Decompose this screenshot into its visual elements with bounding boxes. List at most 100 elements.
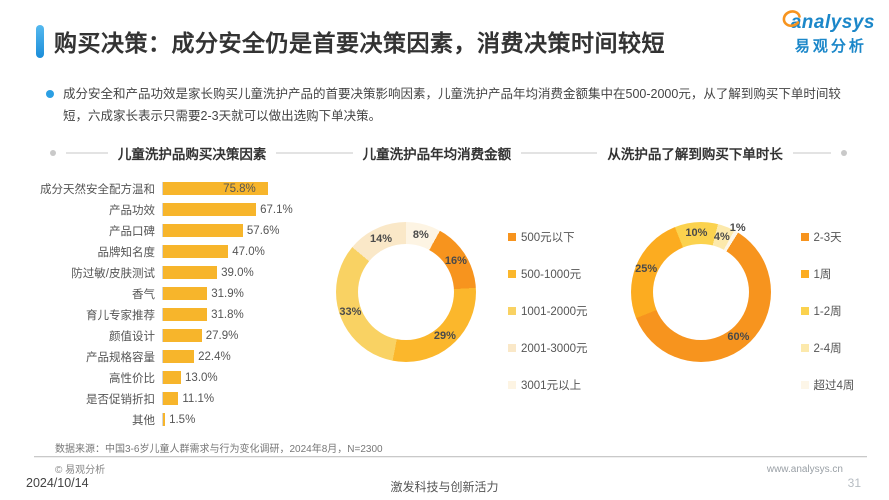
legend-item: 2-3天	[800, 228, 855, 246]
legend-label: 3001元以上	[521, 380, 582, 392]
divider-dot-icon	[841, 150, 847, 156]
bar-chart: 成分天然安全配方温和 75.8% 产品功效 67.1% 产品口碑 57.6% 品牌知名度 47…	[34, 178, 330, 430]
bar-value-label: 67.1%	[260, 203, 293, 216]
donut-slice-label: 33%	[339, 305, 362, 318]
legend-item: 3001元以上	[508, 376, 588, 394]
bar-category-label: 是否促销折扣	[86, 393, 155, 406]
bar-category-label: 其他	[132, 414, 155, 427]
bar	[163, 287, 208, 300]
donut-chart-spend-panel: 16% 29% 33% 14% 8% 500元以下 500-1000元 1001-2000元…	[330, 168, 605, 438]
legend-label: 1周	[813, 269, 832, 281]
bar-category-label: 成分天然安全配方温和	[40, 183, 155, 196]
bar-value-label: 47.0%	[232, 245, 265, 258]
legend-label: 2-3天	[813, 232, 842, 244]
footer-page-number: 31	[847, 476, 861, 490]
section-title-annual-spend: 儿童洗护品年均消费金额	[362, 147, 512, 162]
bar-value-label: 11.1%	[182, 392, 215, 405]
bar-track: 13.0%	[162, 371, 274, 384]
divider-line	[792, 152, 831, 154]
bar-value-label: 39.0%	[221, 266, 254, 279]
bar-track: 75.8%	[162, 182, 274, 195]
bar-category-label: 高性价比	[109, 372, 155, 385]
donut-chart-annual-spend: 16% 29% 33% 14% 8%	[336, 222, 476, 362]
donut-slice-label: 1%	[729, 222, 746, 235]
donut-slice-label: 29%	[433, 330, 456, 343]
bar-track: 57.6%	[162, 224, 280, 237]
donut-slice-label: 4%	[713, 230, 730, 243]
legend-item: 500元以下	[508, 228, 588, 246]
bar-category-label: 产品规格容量	[86, 351, 155, 364]
logo-brand-chinese: 易观分析	[794, 38, 867, 55]
bar-track: 67.1%	[162, 203, 293, 216]
bar-value-label: 57.6%	[246, 224, 280, 237]
legend-swatch-icon	[508, 233, 516, 241]
bar-row: 品牌知名度 47.0%	[34, 241, 330, 262]
bar	[163, 329, 202, 342]
bar	[163, 413, 166, 426]
bar-row: 是否促销折扣 11.1%	[34, 388, 330, 409]
bar-track: 27.9%	[162, 329, 274, 342]
legend-label: 1001-2000元	[521, 306, 588, 318]
bar	[163, 245, 229, 258]
bar-track: 31.8%	[162, 308, 274, 321]
donut-hole	[652, 244, 749, 340]
footer-slogan: 激发科技与创新活力	[390, 480, 499, 494]
legend-swatch-icon	[800, 307, 809, 315]
divider-line	[276, 152, 353, 154]
legend-item: 1-2周	[800, 302, 855, 320]
legend-purchase-time: 2-3天 1周 1-2周 2-4周超过4周	[800, 228, 855, 413]
bar-value-label: 27.9%	[205, 329, 239, 342]
bar	[163, 371, 182, 384]
donut-slice-label: 60%	[727, 331, 750, 344]
donut-slice-label: 10%	[685, 227, 708, 240]
bar-track: 22.4%	[162, 350, 274, 363]
logo-wordmark: analysys	[782, 10, 875, 34]
bar-track: 1.5%	[162, 413, 274, 426]
bar-value-label: 13.0%	[185, 371, 218, 384]
legend-annual-spend: 500元以下 500-1000元 1001-2000元 2001-3000元 3001元…	[508, 228, 588, 413]
legend-swatch-icon	[508, 381, 516, 389]
bar-row: 其他 1.5%	[34, 409, 330, 430]
legend-swatch-icon	[508, 344, 516, 352]
donut-hole	[358, 244, 454, 340]
bullet-dot-icon	[46, 90, 54, 98]
legend-swatch-icon	[800, 270, 809, 278]
bar-row: 颜值设计 27.9%	[34, 325, 330, 346]
logo-swoosh-icon	[782, 10, 801, 27]
donut-slice-label: 16%	[444, 254, 467, 267]
legend-item: 超过4周	[800, 376, 854, 394]
section-title-decision-factors: 儿童洗护品购买决策因素	[117, 147, 267, 162]
bar-row: 高性价比 13.0%	[34, 367, 330, 388]
divider-line	[521, 152, 598, 154]
bar	[163, 203, 257, 216]
bar-value-label: 1.5%	[169, 413, 196, 426]
charts-row: 成分天然安全配方温和 75.8% 产品功效 67.1% 产品口碑 57.6% 品牌知名度 47…	[34, 168, 879, 438]
bar	[163, 224, 243, 237]
bar	[163, 392, 179, 405]
bar-track: 11.1%	[162, 392, 274, 405]
divider-dot-icon	[50, 150, 56, 156]
bar-value-label: 31.9%	[211, 287, 244, 300]
bar-category-label: 防过敏/皮肤测试	[71, 267, 155, 280]
bar-category-label: 颜值设计	[109, 330, 155, 343]
bar-track: 39.0%	[162, 266, 274, 279]
donut-slice-label: 14%	[370, 232, 393, 245]
bar-row: 产品功效 67.1%	[34, 199, 330, 220]
bar-value-label: 31.8%	[211, 308, 244, 321]
bar	[163, 350, 195, 363]
legend-label: 500元以下	[521, 232, 575, 244]
bar-row: 防过敏/皮肤测试 39.0%	[34, 262, 330, 283]
page-title: 购买决策：成分安全仍是首要决策因素，消费决策时间较短	[54, 30, 665, 56]
bar-category-label: 产品口碑	[109, 225, 155, 238]
title-accent-bar	[36, 24, 44, 58]
logo-brand-text: analysys	[790, 12, 875, 33]
section-title-row: 儿童洗护品购买决策因素 儿童洗护品年均消费金额 从洗护品了解到购买下单时长	[50, 143, 847, 163]
data-source-note: 数据来源：中国3-6岁儿童人群需求与行为变化调研，2024年8月，N=2300	[55, 444, 383, 455]
bar-category-label: 产品功效	[109, 204, 155, 217]
bar-track: 47.0%	[162, 245, 274, 258]
legend-label: 2-4周	[813, 343, 842, 355]
bar-row: 成分天然安全配方温和 75.8%	[34, 178, 330, 199]
legend-swatch-icon	[800, 233, 809, 241]
bar-chart-panel: 成分天然安全配方温和 75.8% 产品功效 67.1% 产品口碑 57.6% 品牌知名度 47…	[34, 168, 330, 438]
legend-swatch-icon	[800, 381, 809, 389]
